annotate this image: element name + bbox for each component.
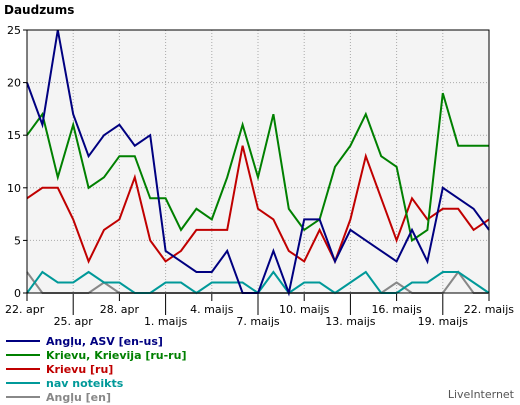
- legend-label: nav noteikts: [46, 377, 124, 390]
- plot-frame: [26, 29, 490, 294]
- chart-title: Daudzums: [4, 3, 74, 17]
- legend-label: Angļu [en]: [46, 391, 111, 404]
- x-tick-label: 7. maijs: [236, 315, 280, 328]
- x-tick-label: 10. maijs: [279, 303, 330, 316]
- legend-label: Krievu [ru]: [46, 363, 113, 376]
- x-tick-label: 25. apr: [54, 315, 94, 328]
- y-tick-label: 25: [7, 24, 21, 37]
- legend-label: Angļu, ASV [en-us]: [46, 335, 163, 348]
- series-line: [26, 145, 490, 264]
- y-tick-label: 20: [7, 77, 21, 90]
- x-tick-label: 28. apr: [100, 303, 140, 316]
- x-tick-label: 22. maijs: [464, 303, 515, 316]
- x-tick-label: 19. maijs: [418, 315, 469, 328]
- branding-label: LiveInternet: [448, 388, 515, 401]
- y-tick-label: 15: [7, 129, 21, 142]
- x-tick-label: 16. maijs: [371, 303, 422, 316]
- y-tick-label: 10: [7, 182, 21, 195]
- x-tick-label: 22. apr: [5, 303, 45, 316]
- legend: Angļu, ASV [en-us]Krievu, Krievija [ru-r…: [6, 335, 186, 404]
- x-tick-label: 13. maijs: [325, 315, 376, 328]
- series-line: [26, 92, 489, 243]
- x-tick-label: 4. maijs: [190, 303, 234, 316]
- y-tick-label: 5: [14, 234, 21, 247]
- legend-label: Krievu, Krievija [ru-ru]: [46, 349, 186, 362]
- y-axis-ticks: 0 5 10 15 20 25: [7, 24, 27, 300]
- y-tick-label: 0: [14, 287, 21, 300]
- x-tick-label: 1. maijs: [144, 315, 188, 328]
